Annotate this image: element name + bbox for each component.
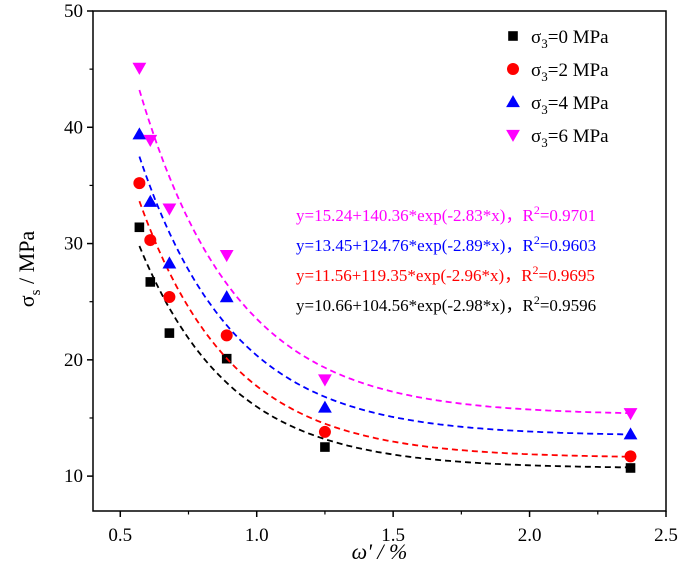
- data-point: [145, 277, 156, 287]
- data-point: [625, 463, 636, 473]
- series-1: [133, 177, 637, 463]
- legend: σ3=0 MPa σ3=2 MPa σ3=4 MPa σ3=6 MPa: [506, 27, 609, 150]
- series-0: [134, 222, 636, 473]
- legend-marker: [508, 31, 518, 41]
- series-2: [132, 127, 638, 440]
- legend-marker: [507, 63, 519, 75]
- legend-marker: [506, 95, 520, 108]
- series-3: [132, 62, 638, 421]
- data-point: [163, 291, 176, 304]
- data-point: [162, 203, 177, 216]
- fit-equation: y=11.56+119.35*exp(-2.96*x)，R2=0.9695: [296, 263, 595, 285]
- fit-curve: [138, 89, 631, 415]
- legend-label: σ3=6 MPa: [531, 126, 609, 150]
- data-point: [132, 62, 147, 75]
- legend-label: σ3=2 MPa: [531, 60, 609, 84]
- legend-label: σ3=0 MPa: [531, 27, 609, 51]
- x-tick-label: 1.5: [381, 525, 405, 546]
- data-point: [144, 234, 157, 247]
- fit-equation: y=15.24+140.36*exp(-2.83*x)，R2=0.9701: [296, 203, 596, 225]
- data-point: [219, 290, 234, 303]
- fit-curve: [138, 156, 631, 436]
- data-point: [143, 194, 158, 207]
- data-point: [164, 328, 175, 338]
- fit-equation: y=10.66+104.56*exp(-2.98*x)，R2=0.9596: [296, 293, 596, 315]
- x-tick-label: 1.0: [245, 525, 269, 546]
- data-point: [219, 250, 234, 263]
- fit-curve: [138, 200, 631, 458]
- y-tick-label: 50: [64, 1, 83, 22]
- data-point: [624, 450, 637, 463]
- data-point: [220, 329, 233, 342]
- fit-equation: y=13.45+124.76*exp(-2.89*x)，R2=0.9603: [296, 233, 596, 255]
- y-tick-label: 10: [64, 466, 83, 487]
- plot-frame: [92, 10, 667, 512]
- data-point: [623, 408, 638, 421]
- fit-curve: [138, 245, 631, 469]
- data-point: [132, 127, 147, 140]
- data-point: [134, 222, 145, 233]
- data-point: [162, 256, 177, 269]
- legend-marker: [506, 129, 520, 142]
- x-tick-label: 2.0: [518, 525, 542, 546]
- data-point: [318, 400, 332, 413]
- data-point: [143, 134, 158, 147]
- data-point: [133, 177, 146, 190]
- y-tick-label: 40: [64, 117, 83, 138]
- data-point: [318, 374, 332, 387]
- x-axis-title: ω' / %: [352, 539, 408, 564]
- y-tick-label: 20: [64, 350, 83, 371]
- y-tick-label: 30: [64, 234, 83, 255]
- x-tick-label: 0.5: [108, 525, 132, 546]
- data-point: [320, 442, 330, 452]
- legend-label: σ3=4 MPa: [531, 93, 609, 117]
- x-tick-label: 2.5: [654, 525, 678, 546]
- y-axis-title: σs / MPa: [14, 231, 44, 308]
- data-point: [623, 427, 638, 440]
- data-point: [318, 425, 331, 438]
